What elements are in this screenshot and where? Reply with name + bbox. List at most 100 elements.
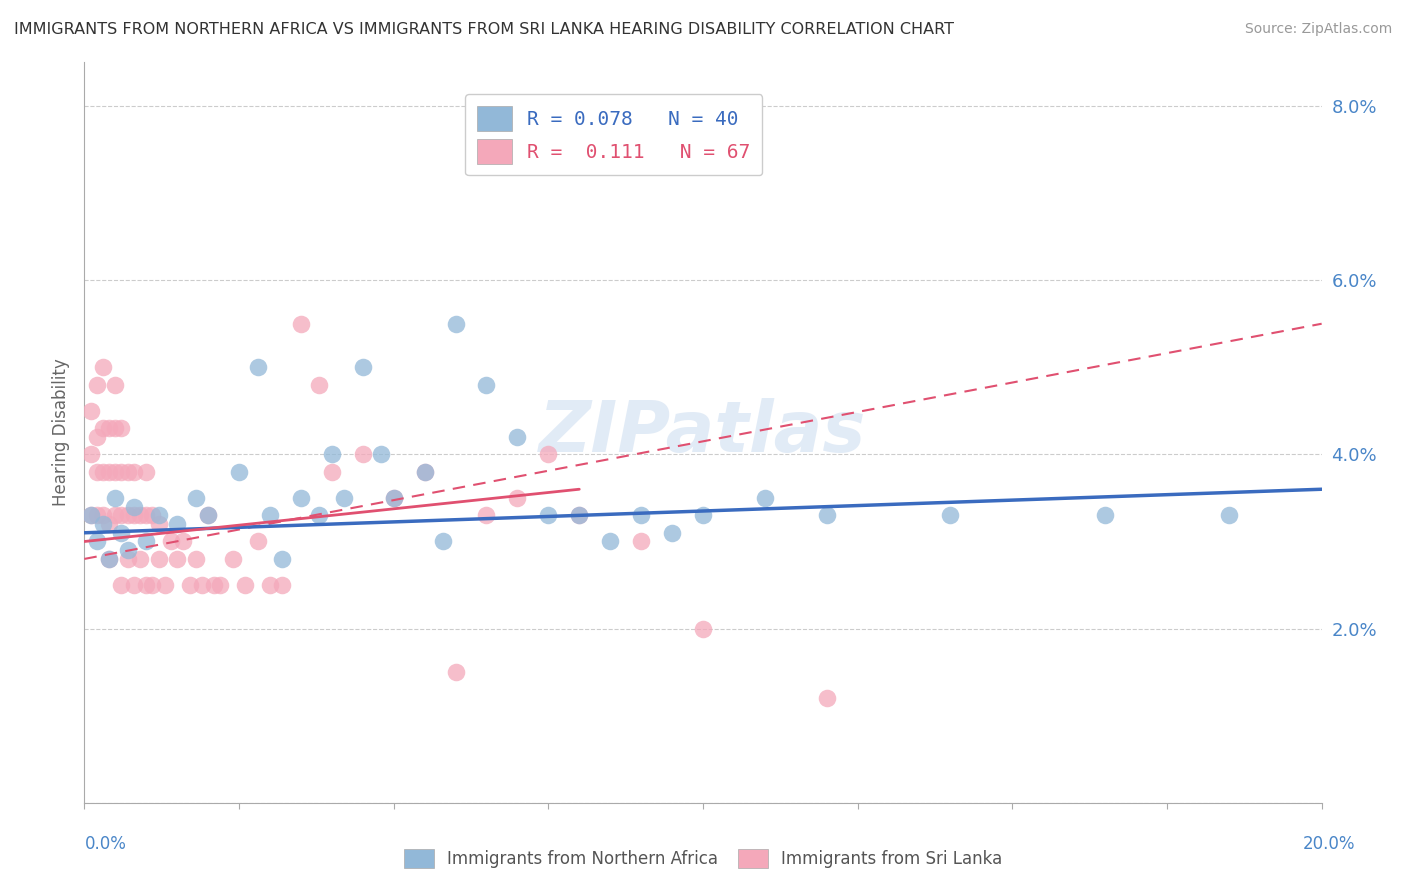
Point	[104, 491, 127, 505]
Point	[110, 421, 132, 435]
Point	[661, 525, 683, 540]
Point	[271, 578, 294, 592]
Point	[86, 377, 108, 392]
Point	[184, 552, 207, 566]
Point	[308, 377, 330, 392]
Point	[122, 465, 145, 479]
Point	[413, 465, 436, 479]
Point	[104, 377, 127, 392]
Text: Source: ZipAtlas.com: Source: ZipAtlas.com	[1244, 22, 1392, 37]
Point	[184, 491, 207, 505]
Point	[228, 465, 250, 479]
Point	[98, 552, 121, 566]
Point	[754, 491, 776, 505]
Legend: R = 0.078   N = 40, R =  0.111   N = 67: R = 0.078 N = 40, R = 0.111 N = 67	[465, 95, 762, 176]
Point	[166, 517, 188, 532]
Point	[79, 404, 101, 418]
Point	[191, 578, 214, 592]
Point	[148, 508, 170, 523]
Point	[104, 465, 127, 479]
Point	[506, 491, 529, 505]
Point	[202, 578, 225, 592]
Point	[98, 517, 121, 532]
Point	[233, 578, 256, 592]
Point	[290, 317, 312, 331]
Point	[370, 447, 392, 461]
Point	[413, 465, 436, 479]
Point	[308, 508, 330, 523]
Point	[153, 578, 176, 592]
Point	[166, 552, 188, 566]
Text: 20.0%: 20.0%	[1302, 835, 1355, 853]
Point	[117, 543, 139, 558]
Point	[630, 508, 652, 523]
Point	[290, 491, 312, 505]
Text: 0.0%: 0.0%	[84, 835, 127, 853]
Point	[382, 491, 405, 505]
Point	[444, 665, 467, 680]
Point	[135, 578, 157, 592]
Point	[506, 430, 529, 444]
Point	[939, 508, 962, 523]
Point	[321, 465, 343, 479]
Point	[117, 508, 139, 523]
Point	[104, 421, 127, 435]
Legend: Immigrants from Northern Africa, Immigrants from Sri Lanka: Immigrants from Northern Africa, Immigra…	[396, 842, 1010, 875]
Point	[110, 578, 132, 592]
Point	[122, 508, 145, 523]
Point	[179, 578, 201, 592]
Point	[91, 517, 114, 532]
Point	[259, 578, 281, 592]
Point	[86, 534, 108, 549]
Point	[537, 508, 560, 523]
Point	[172, 534, 194, 549]
Point	[382, 491, 405, 505]
Point	[692, 508, 714, 523]
Point	[148, 552, 170, 566]
Point	[110, 525, 132, 540]
Point	[692, 622, 714, 636]
Point	[117, 552, 139, 566]
Point	[537, 447, 560, 461]
Point	[129, 508, 152, 523]
Point	[568, 508, 591, 523]
Point	[86, 430, 108, 444]
Point	[117, 465, 139, 479]
Point	[475, 508, 498, 523]
Point	[352, 360, 374, 375]
Point	[271, 552, 294, 566]
Point	[1094, 508, 1116, 523]
Point	[246, 360, 269, 375]
Point	[599, 534, 621, 549]
Point	[259, 508, 281, 523]
Point	[135, 534, 157, 549]
Point	[321, 447, 343, 461]
Point	[135, 465, 157, 479]
Point	[98, 465, 121, 479]
Point	[148, 517, 170, 532]
Point	[1218, 508, 1240, 523]
Point	[209, 578, 232, 592]
Point	[98, 421, 121, 435]
Point	[110, 508, 132, 523]
Point	[222, 552, 245, 566]
Point	[141, 578, 163, 592]
Point	[91, 421, 114, 435]
Point	[110, 465, 132, 479]
Point	[568, 508, 591, 523]
Point	[86, 508, 108, 523]
Point	[91, 508, 114, 523]
Point	[197, 508, 219, 523]
Point	[141, 508, 163, 523]
Point	[122, 500, 145, 514]
Y-axis label: Hearing Disability: Hearing Disability	[52, 359, 70, 507]
Point	[333, 491, 356, 505]
Point	[79, 508, 101, 523]
Point	[104, 508, 127, 523]
Point	[352, 447, 374, 461]
Point	[432, 534, 454, 549]
Text: ZIPatlas: ZIPatlas	[540, 398, 866, 467]
Point	[135, 508, 157, 523]
Point	[475, 377, 498, 392]
Point	[444, 317, 467, 331]
